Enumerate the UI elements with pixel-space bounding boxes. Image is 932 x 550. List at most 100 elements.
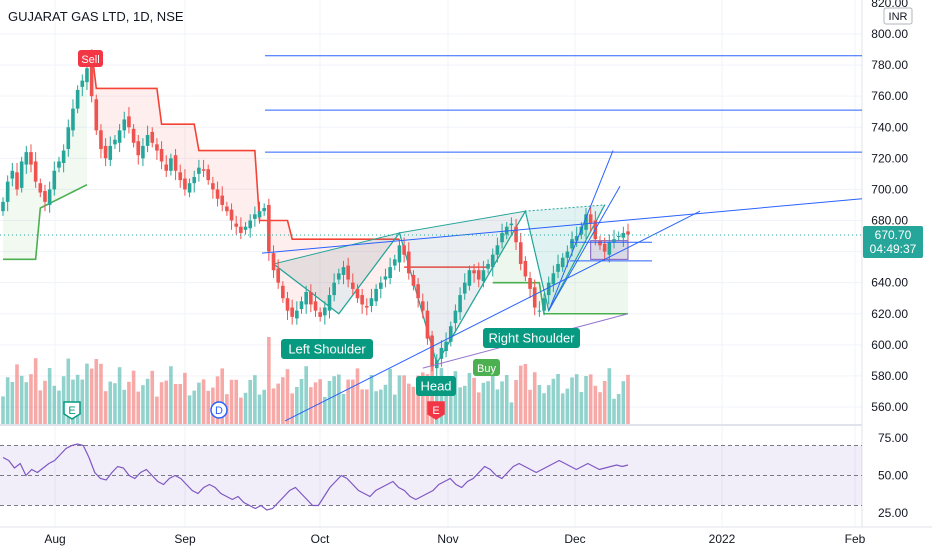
candle-body[interactable]: [71, 108, 75, 131]
candle-body[interactable]: [337, 273, 341, 280]
candle-body[interactable]: [24, 152, 29, 165]
candle-body[interactable]: [481, 270, 486, 282]
candle-body[interactable]: [355, 288, 360, 299]
candle-body[interactable]: [197, 167, 201, 174]
candle-body[interactable]: [546, 282, 551, 296]
candle-body[interactable]: [239, 226, 243, 233]
candle-body[interactable]: [103, 145, 108, 159]
candle-body[interactable]: [560, 257, 565, 268]
candle-body[interactable]: [500, 232, 504, 243]
candle-body[interactable]: [323, 307, 327, 316]
candle-body[interactable]: [225, 206, 229, 212]
candle-body[interactable]: [444, 341, 448, 352]
candle-body[interactable]: [607, 242, 612, 255]
candle-body[interactable]: [145, 135, 150, 146]
candle-body[interactable]: [99, 130, 103, 150]
candle-body[interactable]: [248, 220, 253, 229]
candle-body[interactable]: [602, 243, 607, 252]
candle-body[interactable]: [476, 270, 481, 280]
candle-body[interactable]: [285, 298, 290, 311]
candle-body[interactable]: [257, 211, 262, 218]
candle-body[interactable]: [374, 288, 378, 302]
candle-body[interactable]: [416, 284, 420, 299]
candle-body[interactable]: [430, 335, 434, 367]
rsi-line[interactable]: [2, 443, 629, 511]
candle-body[interactable]: [309, 291, 313, 305]
candle-body[interactable]: [532, 287, 537, 308]
candle-body[interactable]: [570, 239, 574, 249]
candle-body[interactable]: [94, 99, 99, 131]
candle-body[interactable]: [392, 259, 397, 266]
candle-body[interactable]: [201, 169, 206, 171]
candle-body[interactable]: [458, 295, 462, 313]
candle-body[interactable]: [313, 301, 318, 311]
candle-body[interactable]: [276, 268, 280, 283]
candle-body[interactable]: [383, 276, 388, 280]
breakout-projection-line[interactable]: [548, 150, 614, 311]
candle-body[interactable]: [141, 145, 145, 159]
candle-body[interactable]: [271, 253, 276, 271]
candle-body[interactable]: [206, 169, 211, 181]
candle-body[interactable]: [509, 223, 514, 226]
candle-body[interactable]: [52, 170, 57, 190]
candle-body[interactable]: [192, 176, 197, 184]
candle-body[interactable]: [448, 326, 453, 342]
candle-body[interactable]: [131, 128, 136, 143]
candle-body[interactable]: [66, 127, 71, 150]
candle-body[interactable]: [360, 295, 364, 305]
candle-body[interactable]: [150, 131, 155, 143]
candle-body[interactable]: [612, 239, 616, 243]
candle-body[interactable]: [281, 285, 285, 299]
candle-body[interactable]: [1, 201, 5, 212]
candle-body[interactable]: [178, 172, 183, 181]
candle-body[interactable]: [164, 164, 169, 171]
candle-body[interactable]: [584, 214, 588, 230]
ascending-support-line[interactable]: [284, 210, 701, 422]
candle-body[interactable]: [528, 278, 532, 289]
candle-body[interactable]: [187, 183, 192, 193]
candle-body[interactable]: [369, 298, 374, 306]
candle-body[interactable]: [453, 310, 458, 324]
candle-body[interactable]: [262, 208, 266, 212]
candle-body[interactable]: [5, 181, 10, 202]
candle-body[interactable]: [462, 282, 467, 294]
candlestick-series[interactable]: [1, 57, 630, 378]
candle-body[interactable]: [215, 189, 220, 199]
candle-body[interactable]: [551, 273, 556, 285]
candle-body[interactable]: [439, 347, 444, 359]
candle-body[interactable]: [136, 141, 141, 156]
candle-body[interactable]: [85, 68, 89, 83]
candle-body[interactable]: [626, 231, 630, 235]
candle-body[interactable]: [80, 80, 85, 87]
time-axis[interactable]: Aug Sep Oct Nov Dec 2022 Feb: [44, 532, 865, 546]
candle-body[interactable]: [38, 183, 43, 193]
candle-body[interactable]: [33, 161, 38, 182]
event-marker-e[interactable]: E: [63, 401, 81, 420]
candle-body[interactable]: [57, 161, 61, 168]
candle-body[interactable]: [318, 312, 322, 317]
candle-body[interactable]: [19, 161, 24, 188]
candle-body[interactable]: [75, 89, 80, 109]
candle-body[interactable]: [127, 116, 131, 128]
price-axis[interactable]: 820.00 800.00 780.00 760.00 740.00 720.00 700.…: [863, 0, 923, 414]
candle-body[interactable]: [556, 264, 560, 272]
event-marker-d[interactable]: D: [210, 401, 228, 419]
candle-body[interactable]: [290, 307, 294, 317]
candle-body[interactable]: [169, 158, 173, 171]
candle-body[interactable]: [598, 240, 602, 246]
candle-body[interactable]: [378, 282, 383, 289]
candle-body[interactable]: [15, 172, 19, 190]
candle-body[interactable]: [351, 282, 355, 289]
candle-body[interactable]: [425, 310, 430, 339]
candle-body[interactable]: [523, 260, 528, 277]
candle-body[interactable]: [183, 178, 187, 190]
candle-body[interactable]: [588, 214, 593, 224]
candle-body[interactable]: [490, 254, 495, 268]
candle-body[interactable]: [159, 149, 164, 162]
trend-lines[interactable]: [0, 55, 863, 422]
candle-body[interactable]: [61, 150, 66, 163]
candle-body[interactable]: [173, 155, 178, 171]
candle-body[interactable]: [243, 226, 248, 230]
candle-body[interactable]: [10, 170, 15, 179]
